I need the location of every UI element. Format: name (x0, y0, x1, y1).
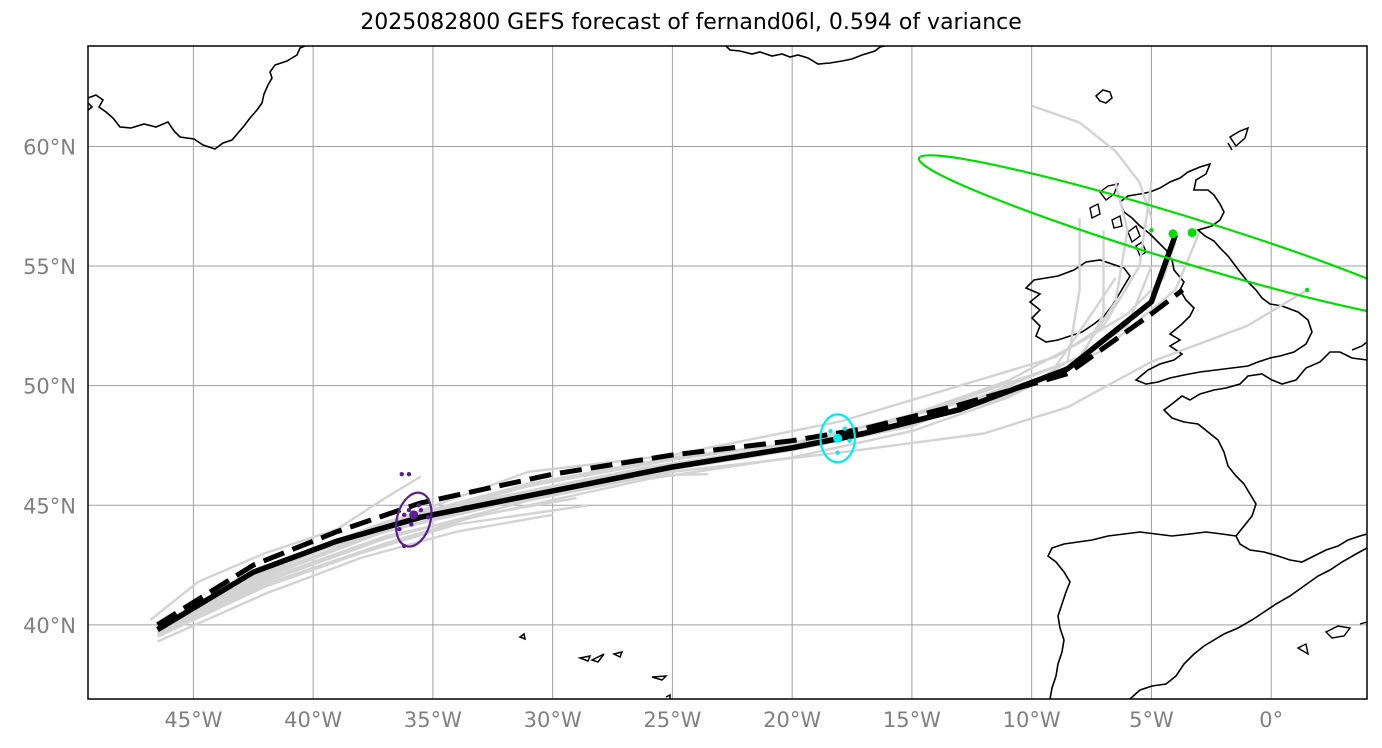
member-position-purple (409, 522, 414, 527)
deterministic-mean-track (156, 288, 1185, 627)
x-tick-label: 25°W (643, 708, 701, 732)
x-tick-label: 40°W (284, 708, 342, 732)
coastline-ireland (1024, 259, 1131, 343)
member-track (156, 288, 1308, 636)
member-position-green (1304, 287, 1310, 293)
member-position-purple (397, 526, 402, 532)
ensemble-member-tracks (149, 104, 1308, 643)
y-tick-label: 55°N (23, 255, 76, 279)
member-position-green (1149, 227, 1154, 233)
ellipse-cyan (819, 413, 857, 464)
coastline-azores (518, 632, 671, 699)
x-tick-label: 20°W (763, 708, 821, 732)
mean-position-green (1187, 228, 1197, 238)
member-position-cyan (828, 428, 833, 434)
member-track (1031, 104, 1153, 219)
gridlines (88, 46, 1367, 699)
y-tick-label: 45°N (23, 494, 76, 518)
x-tick-label: 35°W (404, 708, 462, 732)
ellipse-purple (394, 491, 433, 548)
member-track (149, 475, 422, 622)
coastline-greenland (88, 46, 306, 150)
member-position-purple (406, 507, 412, 513)
x-tick-label: 15°W (883, 708, 941, 732)
member-position-purple (425, 515, 431, 520)
coastline-balearics (1296, 621, 1367, 656)
coastline-iberia (1046, 531, 1367, 699)
x-tick-label: 45°W (164, 708, 222, 732)
coastlines (88, 46, 1367, 699)
member-position-purple (401, 543, 407, 549)
uncertainty-ellipses (394, 154, 1367, 549)
y-tick-label: 40°N (23, 614, 76, 638)
x-tick-label: 0° (1259, 708, 1283, 732)
member-track (156, 489, 577, 634)
member-track (156, 504, 589, 638)
member-position-cyan (842, 426, 848, 431)
ellipse-green (917, 154, 1367, 321)
mean-tracks (156, 234, 1185, 632)
mean-position-green (1168, 229, 1178, 239)
member-position-purple (406, 471, 412, 477)
y-axis-ticks: 40°N 45°N 50°N 55°N 60°N (23, 135, 76, 637)
x-axis-ticks: 45°W 40°W 35°W 30°W 25°W 20°W 15°W 10°W 5°W 0° (164, 708, 1283, 732)
coastline-norway (1351, 341, 1367, 351)
y-tick-label: 50°N (23, 375, 76, 399)
coastline-faroe (1094, 89, 1113, 104)
mean-position-purple (409, 510, 419, 520)
member-track (157, 513, 553, 643)
member-position-purple (399, 471, 404, 477)
coastline-great-britain (1119, 162, 1313, 385)
y-tick-label: 60°N (23, 135, 76, 159)
ensemble-mean-track (156, 234, 1178, 632)
member-position-cyan (847, 438, 852, 443)
member-position-purple (401, 512, 407, 518)
x-tick-label: 5°W (1129, 708, 1174, 732)
x-tick-label: 10°W (1003, 708, 1061, 732)
plot-title: 2025082800 GEFS forecast of fernand06l, … (360, 10, 1022, 35)
map-frame (87, 45, 1368, 700)
coastline-france (1162, 351, 1367, 563)
coastline-iceland (725, 46, 886, 65)
x-tick-label: 30°W (524, 708, 582, 732)
member-track (156, 241, 1177, 626)
member-track (156, 496, 577, 636)
member-position-purple (416, 503, 421, 508)
member-position-cyan (835, 450, 840, 455)
member-position-purple (418, 507, 424, 513)
member-track (156, 218, 1081, 634)
mean-position-cyan (833, 433, 843, 443)
coastline-shetland (1227, 126, 1250, 151)
